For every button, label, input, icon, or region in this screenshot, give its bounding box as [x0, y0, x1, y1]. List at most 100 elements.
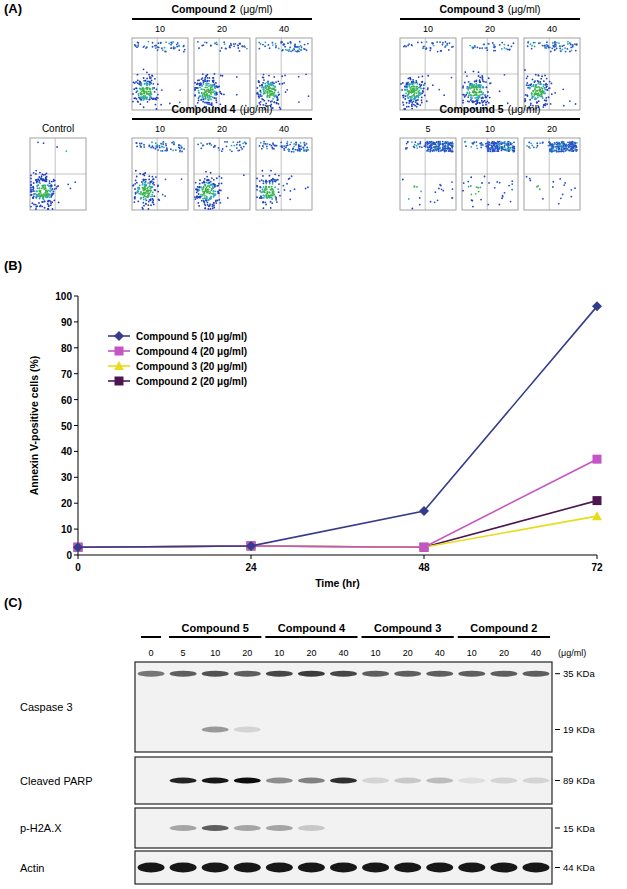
event-dot	[501, 48, 503, 50]
event-dot	[45, 176, 47, 178]
event-dot	[45, 187, 47, 189]
event-dot	[292, 50, 294, 52]
event-dot	[262, 76, 264, 78]
event-dot	[161, 146, 163, 148]
event-dot	[290, 41, 292, 43]
event-dot	[145, 203, 147, 205]
event-dot	[35, 204, 37, 206]
event-dot	[145, 181, 147, 183]
event-dot	[413, 93, 415, 95]
event-dot	[205, 80, 207, 82]
panel-label: (C)	[4, 595, 22, 610]
event-dot	[42, 180, 44, 182]
event-dot	[297, 46, 299, 48]
event-dot	[134, 183, 136, 185]
event-dot	[140, 93, 142, 95]
event-dot	[207, 199, 209, 201]
group-bar	[132, 18, 312, 20]
event-dot	[526, 94, 528, 96]
event-dot	[207, 77, 209, 79]
event-dot	[508, 49, 510, 51]
event-dot	[52, 208, 54, 210]
event-dot	[206, 176, 208, 178]
event-dot	[449, 42, 451, 44]
event-dot	[214, 87, 216, 89]
event-dot	[30, 190, 32, 192]
event-dot	[35, 195, 37, 197]
event-dot	[475, 92, 477, 94]
event-dot	[277, 91, 279, 93]
event-dot	[415, 96, 417, 98]
event-dot	[567, 41, 569, 43]
event-dot	[146, 71, 148, 73]
event-dot	[135, 142, 137, 144]
quadrant-line	[30, 174, 86, 175]
event-dot	[474, 45, 476, 47]
event-dot	[236, 94, 238, 96]
event-dot	[148, 146, 150, 148]
event-dot	[533, 81, 535, 83]
event-dot	[537, 95, 539, 97]
event-dot	[205, 197, 207, 199]
event-dot	[166, 149, 168, 151]
plot-frame	[400, 38, 456, 110]
event-dot	[135, 170, 137, 172]
event-dot	[407, 78, 409, 80]
event-dot	[152, 176, 154, 178]
event-dot	[51, 185, 53, 187]
event-dot	[554, 49, 556, 51]
event-dot	[151, 180, 153, 182]
event-dot	[482, 92, 484, 94]
event-dot	[202, 194, 204, 196]
event-dot	[198, 79, 200, 81]
event-dot	[205, 98, 207, 100]
event-dot	[473, 87, 475, 89]
event-dot	[483, 43, 485, 45]
event-dot	[46, 196, 48, 198]
event-dot	[37, 185, 39, 187]
event-dot	[197, 202, 199, 204]
event-dot	[448, 49, 450, 51]
event-dot	[157, 185, 159, 187]
event-dot	[422, 90, 424, 92]
event-dot	[536, 90, 538, 92]
event-dot	[197, 186, 199, 188]
event-dot	[534, 46, 536, 48]
event-dot	[148, 201, 150, 203]
event-dot	[284, 75, 286, 77]
event-dot	[540, 96, 542, 98]
event-dot	[277, 99, 279, 101]
event-dot	[433, 45, 435, 47]
event-dot	[45, 188, 47, 190]
event-dot	[34, 190, 36, 192]
event-dot	[148, 208, 150, 210]
event-dot	[214, 184, 216, 186]
event-dot	[554, 49, 556, 51]
event-dot	[216, 86, 218, 88]
event-dot	[284, 46, 286, 48]
event-dot	[412, 88, 414, 90]
event-dot	[244, 46, 246, 48]
event-dot	[558, 42, 560, 44]
event-dot	[306, 49, 308, 51]
event-dot	[38, 179, 40, 181]
event-dot	[168, 43, 170, 45]
event-dot	[280, 41, 282, 43]
event-dot	[483, 44, 485, 46]
event-dot	[200, 99, 202, 101]
event-dot	[212, 193, 214, 195]
event-dot	[535, 98, 537, 100]
event-dot	[413, 104, 415, 106]
event-dot	[486, 47, 488, 49]
event-dot	[474, 81, 476, 83]
event-dot	[149, 145, 151, 147]
event-dot	[297, 50, 299, 52]
event-dot	[530, 92, 532, 94]
event-dot	[536, 93, 538, 95]
event-dot	[143, 174, 145, 176]
event-dot	[203, 92, 205, 94]
event-dot	[424, 95, 426, 97]
event-dot	[420, 88, 422, 90]
event-dot	[50, 204, 52, 206]
event-dot	[472, 100, 474, 102]
